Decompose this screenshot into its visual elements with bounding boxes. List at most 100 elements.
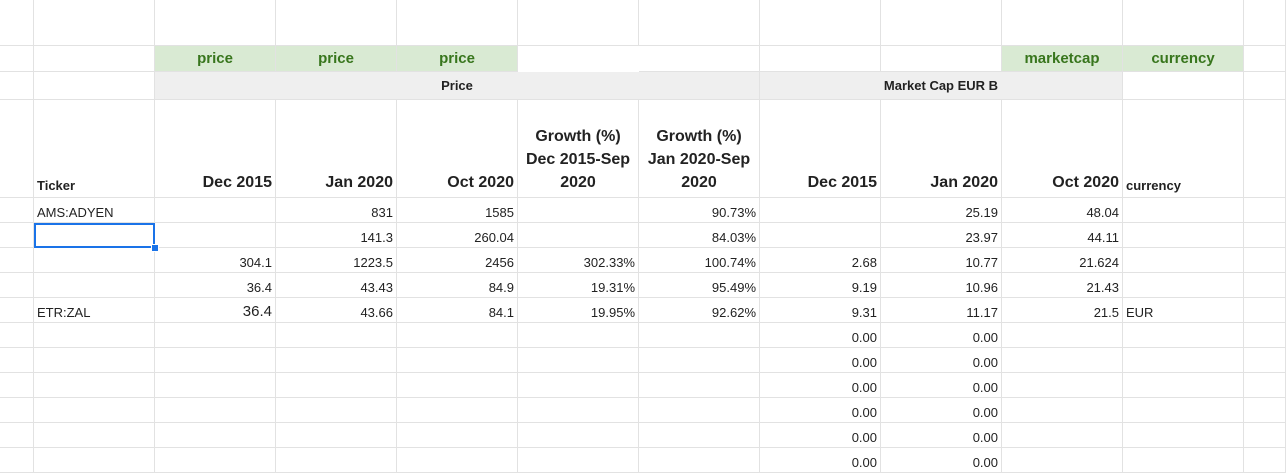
table-cell[interactable]	[518, 198, 639, 223]
table-cell[interactable]	[1123, 448, 1244, 473]
cell-empty[interactable]	[0, 46, 34, 72]
table-cell[interactable]	[34, 423, 155, 448]
table-cell[interactable]	[34, 448, 155, 473]
cell-empty[interactable]	[0, 72, 34, 100]
table-cell[interactable]: 11.17	[881, 298, 1002, 323]
table-cell[interactable]	[760, 198, 881, 223]
table-cell[interactable]: 43.43	[276, 273, 397, 298]
table-cell[interactable]	[1123, 323, 1244, 348]
selected-cell[interactable]	[34, 223, 155, 248]
column-header-b[interactable]: Dec 2015	[155, 100, 276, 198]
table-cell[interactable]: 21.624	[1002, 248, 1123, 273]
table-cell[interactable]	[639, 398, 760, 423]
table-cell[interactable]: 84.9	[397, 273, 518, 298]
table-cell[interactable]: 0.00	[760, 348, 881, 373]
table-cell[interactable]	[1002, 448, 1123, 473]
table-cell[interactable]	[155, 323, 276, 348]
table-cell[interactable]: 44.11	[1002, 223, 1123, 248]
cell-empty[interactable]	[34, 72, 155, 100]
table-cell[interactable]: EUR	[1123, 298, 1244, 323]
table-cell[interactable]	[34, 373, 155, 398]
table-cell[interactable]	[1123, 373, 1244, 398]
table-cell[interactable]: 2.68	[760, 248, 881, 273]
table-cell[interactable]: 0.00	[760, 423, 881, 448]
table-cell[interactable]	[1123, 223, 1244, 248]
cell-empty[interactable]	[1244, 373, 1286, 398]
table-cell[interactable]: 0.00	[760, 398, 881, 423]
table-cell[interactable]	[639, 323, 760, 348]
table-cell[interactable]: 0.00	[760, 373, 881, 398]
table-cell[interactable]	[276, 448, 397, 473]
table-cell[interactable]: 84.03%	[639, 223, 760, 248]
table-cell[interactable]	[276, 398, 397, 423]
cell-empty[interactable]	[1244, 198, 1286, 223]
table-cell[interactable]	[155, 398, 276, 423]
column-header-d[interactable]: Oct 2020	[397, 100, 518, 198]
table-cell[interactable]: 10.77	[881, 248, 1002, 273]
cell-empty[interactable]	[1244, 298, 1286, 323]
table-cell[interactable]	[518, 398, 639, 423]
table-cell[interactable]	[1002, 398, 1123, 423]
cell-empty[interactable]	[1244, 223, 1286, 248]
cell-empty[interactable]	[0, 0, 34, 46]
table-cell[interactable]	[1123, 273, 1244, 298]
table-cell[interactable]	[1002, 348, 1123, 373]
cell-empty[interactable]	[760, 0, 881, 46]
column-header-j[interactable]: currency	[1123, 100, 1244, 198]
table-cell[interactable]: 23.97	[881, 223, 1002, 248]
table-cell[interactable]	[1123, 248, 1244, 273]
tag-cell-e[interactable]: price	[397, 46, 518, 72]
table-cell[interactable]: 2456	[397, 248, 518, 273]
table-cell[interactable]: 831	[276, 198, 397, 223]
cell-empty[interactable]	[1244, 248, 1286, 273]
table-cell[interactable]	[397, 423, 518, 448]
table-cell[interactable]: 95.49%	[639, 273, 760, 298]
table-cell[interactable]	[34, 348, 155, 373]
table-cell[interactable]	[1123, 398, 1244, 423]
table-cell[interactable]	[518, 348, 639, 373]
table-cell[interactable]	[34, 398, 155, 423]
tag-cell-j[interactable]: currency	[1123, 46, 1244, 72]
column-header-h[interactable]: Jan 2020	[881, 100, 1002, 198]
cell-empty[interactable]	[276, 0, 397, 46]
table-cell[interactable]	[639, 448, 760, 473]
table-cell[interactable]	[155, 448, 276, 473]
table-cell[interactable]	[276, 423, 397, 448]
column-header-e[interactable]: Growth (%) Dec 2015-Sep 2020	[518, 100, 639, 198]
table-cell[interactable]: 84.1	[397, 298, 518, 323]
table-cell[interactable]: 43.66	[276, 298, 397, 323]
cell-empty[interactable]	[760, 46, 881, 72]
table-cell[interactable]	[397, 448, 518, 473]
table-cell[interactable]: 25.19	[881, 198, 1002, 223]
table-cell[interactable]	[518, 423, 639, 448]
table-cell[interactable]	[1123, 198, 1244, 223]
table-cell[interactable]: 21.5	[1002, 298, 1123, 323]
table-cell[interactable]: 21.43	[1002, 273, 1123, 298]
table-cell[interactable]	[276, 323, 397, 348]
table-cell[interactable]: 100.74%	[639, 248, 760, 273]
table-cell[interactable]: 0.00	[760, 323, 881, 348]
cell-empty[interactable]	[34, 46, 155, 72]
table-cell[interactable]	[518, 373, 639, 398]
table-cell[interactable]: 0.00	[881, 373, 1002, 398]
column-header-f[interactable]: Growth (%) Jan 2020-Sep 2020	[639, 100, 760, 198]
column-header-i[interactable]: Oct 2020	[1002, 100, 1123, 198]
table-cell[interactable]	[639, 423, 760, 448]
table-cell[interactable]: 0.00	[881, 398, 1002, 423]
cell-empty[interactable]	[881, 46, 1002, 72]
table-cell[interactable]	[397, 373, 518, 398]
cell-empty[interactable]	[1244, 72, 1286, 100]
table-cell[interactable]	[518, 448, 639, 473]
table-cell[interactable]	[1002, 423, 1123, 448]
table-cell[interactable]	[34, 323, 155, 348]
cell-empty[interactable]	[1244, 100, 1286, 198]
cell-empty[interactable]	[1244, 323, 1286, 348]
table-cell[interactable]	[397, 398, 518, 423]
table-cell[interactable]	[760, 223, 881, 248]
cell-empty[interactable]	[1123, 72, 1244, 100]
table-cell[interactable]	[518, 223, 639, 248]
table-cell[interactable]: 10.96	[881, 273, 1002, 298]
table-cell[interactable]	[1123, 423, 1244, 448]
cell-empty[interactable]	[1002, 0, 1123, 46]
column-header-a[interactable]: Ticker	[34, 100, 155, 198]
